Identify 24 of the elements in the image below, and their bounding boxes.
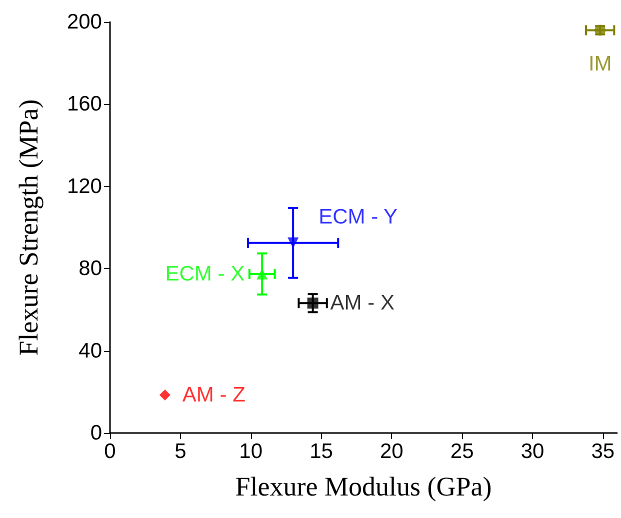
y-tick-label: 160 <box>66 92 102 116</box>
x-tick-label: 0 <box>104 440 116 463</box>
x-tick-label: 20 <box>380 440 404 463</box>
series-label: AM - Z <box>182 383 246 406</box>
series-label: ECM - Y <box>318 205 398 228</box>
x-tick-label: 35 <box>591 440 615 463</box>
point <box>159 389 170 400</box>
x-tick-label: 15 <box>310 440 333 463</box>
series-label: IM <box>588 52 612 76</box>
point <box>288 237 299 248</box>
x-tick-label: 5 <box>174 440 186 463</box>
series-label: AM - X <box>330 292 394 315</box>
x-tick-label: 30 <box>520 440 544 463</box>
series-label: ECM - X <box>165 262 245 286</box>
y-axis-title: Flexure Strength (MPa) <box>14 99 44 356</box>
y-tick-label: 80 <box>78 257 102 280</box>
point <box>307 298 318 309</box>
y-tick-label: 40 <box>78 339 102 362</box>
x-tick-label: 10 <box>239 440 263 463</box>
x-axis-title: Flexure Modulus (GPa) <box>235 472 492 502</box>
y-tick-label: 120 <box>66 174 102 198</box>
x-tick-label: 25 <box>450 440 474 463</box>
y-tick-label: 200 <box>66 10 102 34</box>
y-tick-label: 0 <box>90 422 102 444</box>
